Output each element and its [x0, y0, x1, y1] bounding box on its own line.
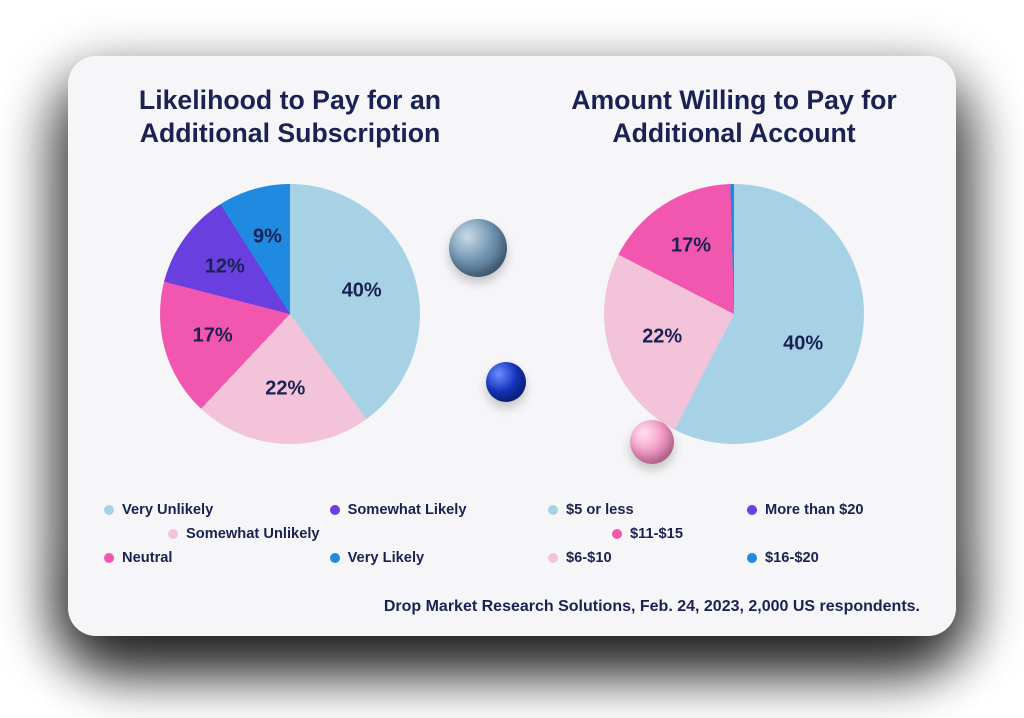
right-legend-item — [747, 526, 936, 542]
legend-swatch-icon — [330, 505, 340, 515]
right-legend: $5 or less More than $20 $11-$15 $6-$10 $16-… — [548, 502, 936, 566]
right-legend-item: $6-$10 — [548, 550, 737, 566]
legend-swatch-icon — [747, 505, 757, 515]
footer-citation: Drop Market Research Solutions, Feb. 24,… — [384, 598, 920, 616]
left-legend-item: Somewhat Unlikely — [104, 526, 320, 542]
legend-label: Somewhat Unlikely — [186, 526, 320, 542]
legend-swatch-icon — [548, 553, 558, 563]
legend-label: $16-$20 — [765, 550, 819, 566]
right-legend-item: $11-$15 — [548, 526, 737, 542]
right-legend-item: $16-$20 — [747, 550, 936, 566]
right-legend-item: More than $20 — [747, 502, 936, 518]
legend-label: Neutral — [122, 550, 173, 566]
left-slice-label: 40% — [342, 279, 382, 302]
right-slice-label: 17% — [671, 234, 711, 257]
left-legend-item: Very Likely — [330, 550, 492, 566]
orb-steel-icon — [449, 219, 507, 277]
right-slice-label: 22% — [642, 326, 682, 349]
right-slice-label: 40% — [783, 333, 823, 356]
left-pie: 40% 22% 17% 12% 9% — [160, 184, 420, 444]
infographic-card: Likelihood to Pay for an Additional Subs… — [68, 56, 956, 636]
left-panel: Likelihood to Pay for an Additional Subs… — [68, 56, 512, 636]
right-chart-title: Amount Willing to Pay for Additional Acc… — [512, 84, 956, 151]
orb-pink-icon — [630, 420, 674, 464]
left-slice-label: 17% — [193, 325, 233, 348]
legend-label: Very Unlikely — [122, 502, 213, 518]
left-legend-item: Neutral — [104, 550, 320, 566]
legend-label: Very Likely — [348, 550, 425, 566]
left-legend-item: Somewhat Likely — [330, 502, 492, 518]
left-legend: Very Unlikely Somewhat Likely Somewhat Unl… — [104, 502, 492, 566]
right-pie-disc — [604, 184, 864, 444]
left-slice-label: 12% — [205, 255, 245, 278]
legend-label: $11-$15 — [630, 526, 683, 542]
legend-swatch-icon — [330, 553, 340, 563]
legend-swatch-icon — [747, 553, 757, 563]
legend-swatch-icon — [104, 553, 114, 563]
legend-label: More than $20 — [765, 502, 864, 518]
right-pie: 40% 22% 17% — [604, 184, 864, 444]
legend-swatch-icon — [168, 529, 178, 539]
left-slice-label: 22% — [265, 378, 305, 401]
left-chart-title: Likelihood to Pay for an Additional Subs… — [68, 84, 512, 151]
right-legend-item: $5 or less — [548, 502, 737, 518]
legend-label: $5 or less — [566, 502, 634, 518]
legend-swatch-icon — [548, 505, 558, 515]
orb-royal-icon — [486, 362, 526, 402]
left-legend-item — [330, 526, 492, 542]
legend-label: $6-$10 — [566, 550, 612, 566]
legend-label: Somewhat Likely — [348, 502, 467, 518]
left-pie-disc — [160, 184, 420, 444]
stage: Likelihood to Pay for an Additional Subs… — [0, 0, 1024, 718]
right-panel: Amount Willing to Pay for Additional Acc… — [512, 56, 956, 636]
legend-swatch-icon — [612, 529, 622, 539]
left-slice-label: 9% — [253, 225, 282, 248]
left-legend-item: Very Unlikely — [104, 502, 320, 518]
legend-swatch-icon — [104, 505, 114, 515]
